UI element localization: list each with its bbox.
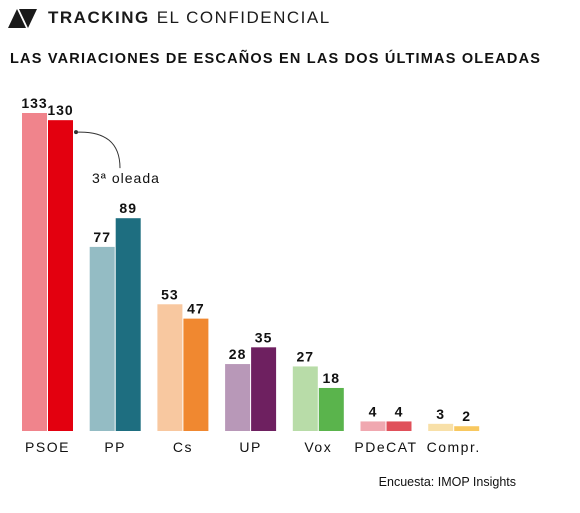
- annotation-line: [75, 131, 121, 169]
- data-label: 28: [229, 346, 247, 362]
- data-label: 2: [462, 408, 471, 424]
- chart-title: LAS VARIACIONES DE ESCAÑOS EN LAS DOS ÚL…: [10, 51, 542, 67]
- data-label: 77: [93, 229, 111, 245]
- data-label: 3: [436, 406, 445, 422]
- bar-up-1: [225, 364, 251, 431]
- annotation-dot: [74, 130, 78, 135]
- data-label: 130: [47, 102, 73, 118]
- brand-header: TRACKING EL CONFIDENCIAL: [8, 6, 331, 30]
- bar-compr-1: [428, 423, 454, 431]
- bar-pdecat-1: [360, 421, 386, 431]
- data-label: 18: [323, 370, 341, 386]
- category-label: Compr.: [427, 439, 481, 455]
- arrow-logo-icon: [8, 8, 40, 28]
- category-label: PDeCAT: [354, 439, 417, 455]
- bar-psoe-2: [48, 120, 73, 431]
- source-note: Encuesta: IMOP Insights: [378, 475, 516, 489]
- bar-up-2: [251, 347, 277, 431]
- data-label: 4: [395, 403, 404, 419]
- data-label: 27: [297, 348, 315, 364]
- data-label: 89: [119, 200, 137, 216]
- bar-cs-2: [183, 318, 209, 431]
- data-label: 4: [369, 403, 378, 419]
- bar-pp-1: [89, 246, 115, 431]
- category-label: Cs: [173, 439, 193, 455]
- bar-pdecat-2: [386, 421, 412, 431]
- data-label: 133: [21, 95, 47, 111]
- bar-cs-1: [157, 304, 183, 431]
- bar-psoe-1: [22, 113, 47, 431]
- category-label: PP: [104, 439, 126, 455]
- bar-vox-2: [318, 387, 344, 431]
- bar-vox-1: [292, 366, 318, 431]
- annotation-label: 3ª oleada: [92, 170, 160, 186]
- brand-name: TRACKING: [48, 8, 150, 27]
- data-label: 35: [255, 329, 273, 345]
- data-label: 47: [187, 301, 205, 317]
- bar-compr-2: [454, 426, 480, 431]
- category-label: Vox: [304, 439, 332, 455]
- data-label: 53: [161, 286, 179, 302]
- bar-pp-2: [115, 218, 141, 431]
- brand-publisher: EL CONFIDENCIAL: [156, 8, 331, 27]
- category-label: PSOE: [25, 439, 70, 455]
- category-label: UP: [239, 439, 261, 455]
